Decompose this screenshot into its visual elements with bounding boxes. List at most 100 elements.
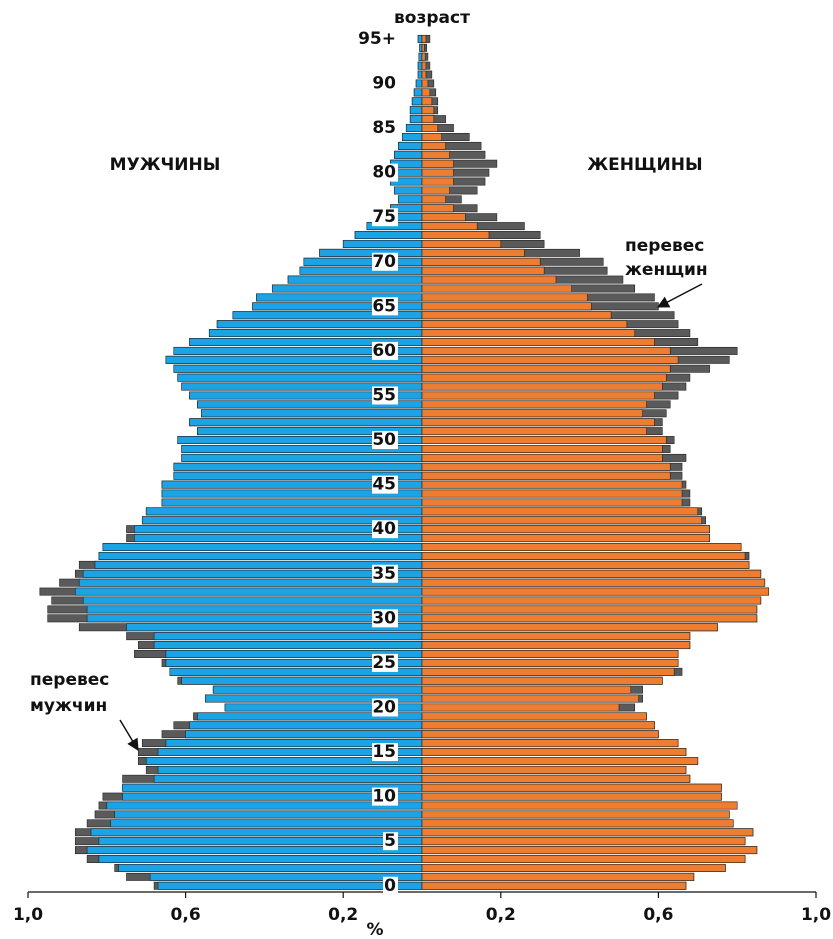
bar bbox=[394, 150, 423, 159]
bar bbox=[421, 667, 675, 676]
bar bbox=[415, 79, 423, 88]
bar bbox=[421, 364, 671, 373]
bar bbox=[421, 382, 663, 391]
annotation: перевес bbox=[30, 670, 109, 690]
bar bbox=[114, 810, 423, 819]
y-tick-label: 35 bbox=[372, 564, 396, 584]
bar bbox=[421, 774, 691, 783]
bar bbox=[354, 231, 423, 239]
annotation-arrow bbox=[119, 719, 139, 752]
bar bbox=[157, 765, 423, 774]
bar bbox=[421, 765, 687, 774]
bar bbox=[421, 257, 541, 266]
annotation: мужчин bbox=[30, 696, 107, 716]
bar bbox=[421, 43, 425, 52]
bar bbox=[319, 248, 423, 257]
y-tick-label: 90 bbox=[372, 73, 396, 93]
bar bbox=[421, 658, 679, 667]
bar bbox=[421, 685, 632, 694]
bar bbox=[421, 346, 671, 355]
bar bbox=[86, 846, 423, 855]
bar bbox=[417, 61, 423, 70]
bar bbox=[409, 115, 423, 124]
bar bbox=[421, 79, 429, 88]
bar bbox=[421, 578, 766, 587]
bar bbox=[421, 150, 450, 159]
bar bbox=[153, 641, 423, 650]
bar bbox=[421, 266, 545, 275]
y-tick-bg bbox=[372, 653, 398, 672]
bar bbox=[421, 748, 687, 757]
bar bbox=[421, 239, 502, 248]
y-tick-label: 30 bbox=[372, 608, 396, 628]
bar bbox=[421, 480, 683, 489]
bar bbox=[153, 774, 423, 783]
bar bbox=[421, 650, 679, 658]
bar bbox=[342, 239, 423, 248]
bar bbox=[421, 275, 557, 284]
bar bbox=[421, 106, 435, 115]
bar bbox=[149, 872, 423, 881]
annotation-arrow bbox=[656, 283, 703, 308]
bar bbox=[98, 837, 423, 846]
bar bbox=[421, 52, 426, 61]
bar bbox=[421, 855, 746, 863]
y-tick-label: 55 bbox=[372, 385, 396, 405]
y-tick-label: 45 bbox=[372, 475, 396, 495]
annotation: перевес bbox=[625, 236, 704, 256]
y-tick-bg bbox=[372, 119, 398, 138]
bar bbox=[421, 400, 647, 409]
bar bbox=[401, 133, 423, 141]
bar bbox=[418, 52, 423, 61]
bar bbox=[74, 587, 423, 596]
bar bbox=[421, 739, 679, 748]
bar bbox=[421, 881, 687, 890]
y-tick-bg bbox=[372, 386, 398, 405]
bar bbox=[421, 115, 435, 124]
bar bbox=[161, 498, 423, 507]
y-tick-label: 60 bbox=[372, 341, 396, 361]
bar bbox=[421, 525, 710, 534]
bar bbox=[181, 676, 423, 685]
bar bbox=[153, 632, 423, 641]
bar bbox=[287, 275, 423, 284]
y-tick-label: 95+ bbox=[358, 29, 396, 49]
bar bbox=[421, 462, 671, 471]
bar bbox=[409, 106, 423, 115]
labels: 1,0 0,6 0,2 0,2 0,6 1,0 0 5 10 15 20 25 30 35 40 45 50 55… bbox=[13, 29, 831, 925]
bar bbox=[421, 34, 427, 43]
series-label: МУЖЧИНЫ bbox=[110, 155, 221, 175]
bar bbox=[421, 320, 628, 329]
y-tick-bg bbox=[372, 698, 398, 717]
bar bbox=[421, 302, 592, 311]
bar bbox=[421, 712, 647, 721]
bar bbox=[421, 311, 612, 320]
y-tick-label: 50 bbox=[372, 430, 396, 450]
y-tick-label: 65 bbox=[372, 296, 396, 316]
bar bbox=[421, 248, 525, 257]
bar bbox=[421, 471, 671, 480]
y-tick-bg bbox=[372, 743, 398, 762]
bar bbox=[173, 364, 423, 373]
bar bbox=[177, 373, 423, 382]
bars bbox=[39, 34, 770, 890]
bar bbox=[201, 409, 423, 418]
bar bbox=[421, 596, 762, 605]
bar bbox=[212, 685, 423, 694]
bar bbox=[303, 257, 423, 266]
bar bbox=[421, 757, 699, 765]
bar bbox=[185, 730, 423, 739]
bar bbox=[421, 792, 722, 801]
y-tick-bg bbox=[372, 163, 398, 182]
x-tick-label: 0,2 bbox=[328, 905, 358, 925]
bar bbox=[421, 783, 722, 792]
bar bbox=[398, 195, 423, 204]
bar bbox=[271, 284, 423, 293]
bar bbox=[421, 213, 466, 222]
bar bbox=[421, 837, 746, 846]
bar bbox=[421, 703, 620, 712]
y-tick-label: 75 bbox=[372, 207, 396, 227]
bar bbox=[421, 445, 663, 453]
bar bbox=[421, 231, 490, 239]
y-tick-bg bbox=[372, 609, 398, 628]
